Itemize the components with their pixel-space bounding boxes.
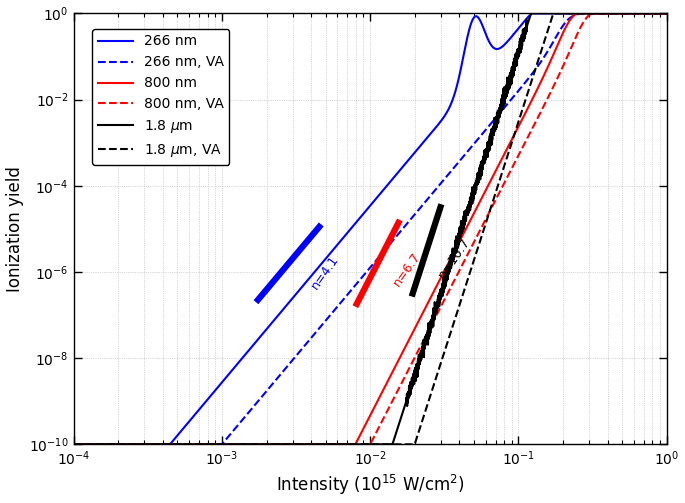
Legend: 266 nm, 266 nm, VA, 800 nm, 800 nm, VA, 1.8 $\mu$m, 1.8 $\mu$m, VA: 266 nm, 266 nm, VA, 800 nm, 800 nm, VA, … [92,29,229,165]
Text: n=4.1: n=4.1 [308,253,341,292]
Text: n=10.7: n=10.7 [436,235,473,281]
Y-axis label: Ionization yield: Ionization yield [5,166,23,292]
Text: n=6.7: n=6.7 [391,250,423,289]
X-axis label: Intensity (10$^{15}$ W/cm$^2$): Intensity (10$^{15}$ W/cm$^2$) [276,473,464,497]
